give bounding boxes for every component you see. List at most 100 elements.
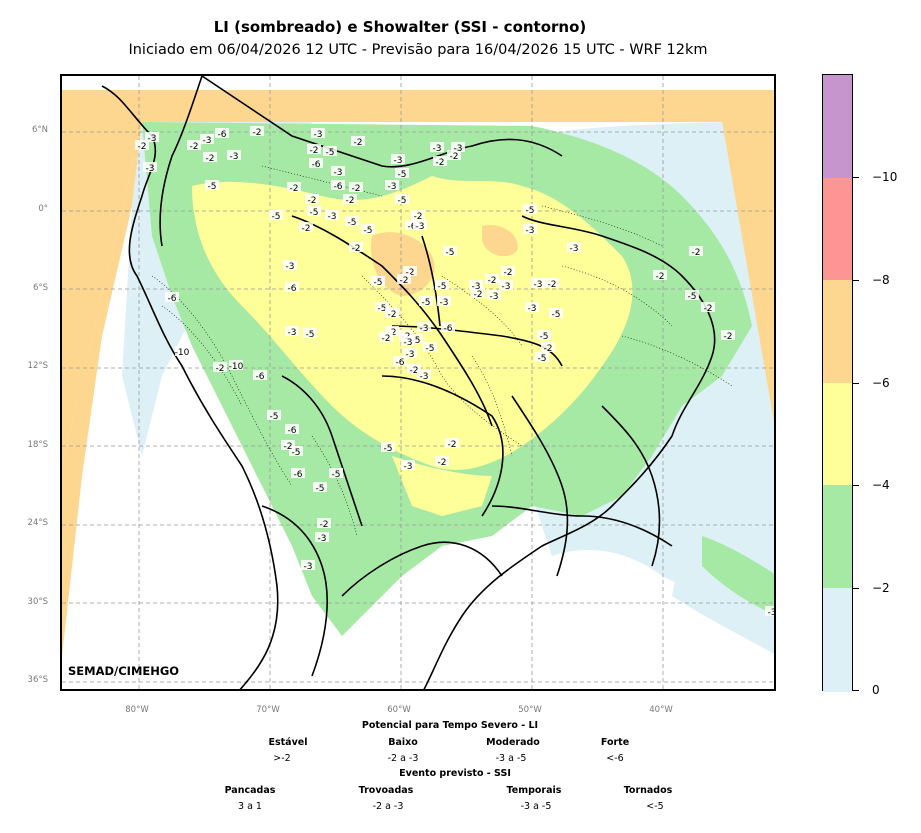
- contour-label: -2: [400, 276, 409, 286]
- contour-label-bg: [143, 162, 157, 172]
- contour-label-bg: [343, 194, 357, 204]
- contour-label: -2: [388, 310, 397, 320]
- contour-label-bg: [549, 308, 563, 318]
- contour-label: -3: [490, 292, 499, 302]
- contour-label-bg: [397, 274, 411, 284]
- contour-label-bg: [311, 128, 325, 138]
- contour-label: -2: [308, 196, 317, 206]
- contour-label: -3: [454, 144, 463, 154]
- ssi-legend-title: Evento previsto - SSI: [399, 768, 511, 779]
- contour-label-bg: [215, 128, 229, 138]
- contour-label-bg: [443, 246, 457, 256]
- contour-label: -2: [544, 344, 553, 354]
- domain-outside-shading: [62, 90, 774, 656]
- contour-label: -5: [398, 170, 407, 180]
- contour-label: -2: [190, 142, 199, 152]
- li-category-low: Baixo: [388, 737, 418, 748]
- contour-label-bg: [309, 158, 323, 168]
- contour-label: -3: [304, 562, 313, 572]
- contour-label: -3: [526, 226, 535, 236]
- contour-label: -10: [229, 362, 244, 372]
- lat-label-36s: 36°S: [27, 675, 48, 685]
- contour-label: -5: [292, 448, 301, 458]
- contour-label-bg: [541, 342, 555, 352]
- contour-label-bg: [399, 330, 413, 340]
- contour-label: -2: [302, 224, 311, 234]
- contour-label: -2: [406, 268, 415, 278]
- colorbar-label: −2: [872, 581, 890, 595]
- contour-label-bg: [267, 410, 281, 420]
- contour-label-bg: [200, 134, 214, 144]
- contour-label-bg: [433, 156, 447, 166]
- contour-label-bg: [545, 278, 559, 288]
- contour-label: -5: [398, 196, 407, 206]
- contour-label: -2: [548, 280, 557, 290]
- contour-label: -3: [148, 134, 157, 144]
- contour-label-bg: [349, 242, 363, 252]
- contour-label-bg: [445, 438, 459, 448]
- contour-label-bg: [325, 210, 339, 220]
- contour-label: -2: [436, 158, 445, 168]
- forecast-map[interactable]: -3 -2 -3 -6 -3 -2 -2 -5 -3 -2 -3 -2 -5 -6 -3 -2 -6 -2 -2 -5…: [60, 74, 776, 691]
- contour-label: -2: [410, 366, 419, 376]
- contour-label: -5: [412, 336, 421, 346]
- contour-label: -2: [448, 440, 457, 450]
- contour-label-bg: [315, 532, 329, 542]
- li-shading-moderate: [192, 176, 633, 516]
- contour-label: -3: [534, 280, 543, 290]
- ssi-contour-labels: -3-2-3-6-3-2-2-5-3-2 -3-2 -5-6-3-2 -6-2 -2-5…: [135, 126, 774, 618]
- colorbar-tick: [853, 383, 859, 384]
- contour-label-bg: [485, 274, 499, 284]
- colorbar-label: −6: [872, 376, 890, 390]
- colorbar-segment-lightblue: [823, 588, 852, 692]
- contour-label: -3: [404, 338, 413, 348]
- contour-label: -5: [326, 148, 335, 158]
- contour-label: -2: [284, 442, 293, 452]
- contour-label-bg: [523, 224, 537, 234]
- li-value-moderate: -3 a -5: [495, 753, 527, 764]
- contour-label: -2: [704, 304, 713, 314]
- contour-label: -3: [286, 262, 295, 272]
- map-canvas: -3-2-3-6-3-2-2-5-3-2 -3-2 -5-6-3-2 -6-2 -2-5…: [62, 76, 774, 689]
- contour-label-bg: [229, 360, 243, 370]
- contour-label-bg: [685, 290, 699, 300]
- contour-label: -2: [352, 184, 361, 194]
- contour-label: -5: [538, 354, 547, 364]
- contour-label-bg: [437, 296, 451, 306]
- contour-label-bg: [145, 132, 159, 142]
- contour-label: -6: [288, 426, 297, 436]
- contour-label: -6: [444, 324, 453, 334]
- colorbar-segment-green: [823, 485, 852, 588]
- ssi-value-showers: 3 a 1: [238, 801, 262, 812]
- li-shading-strong: [371, 225, 518, 296]
- contour-label-bg: [403, 348, 417, 358]
- contour-label-bg: [405, 220, 419, 230]
- contour-label-bg: [381, 442, 395, 452]
- lon-label-70w: 70°W: [256, 705, 280, 715]
- contour-label-bg: [227, 150, 241, 160]
- contour-label-bg: [175, 346, 189, 356]
- colorbar-label: −8: [872, 273, 890, 287]
- contour-label-bg: [313, 482, 327, 492]
- contour-label-bg: [537, 330, 551, 340]
- colorbar-tick: [853, 690, 859, 691]
- lon-label-80w: 80°W: [125, 705, 149, 715]
- contour-label: -2: [474, 290, 483, 300]
- contour-label-bg: [379, 332, 393, 342]
- contour-label-bg: [487, 290, 501, 300]
- contour-label-bg: [329, 468, 343, 478]
- contour-label-bg: [447, 150, 461, 160]
- contour-label: -3: [440, 298, 449, 308]
- contour-label-bg: [385, 308, 399, 318]
- lon-label-50w: 50°W: [518, 705, 542, 715]
- contour-label: -5: [422, 298, 431, 308]
- contour-label-bg: [303, 328, 317, 338]
- lat-label-24s: 24°S: [27, 518, 48, 528]
- li-category-stable: Estável: [268, 737, 308, 748]
- contour-label-bg: [391, 154, 405, 164]
- contour-label-bg: [451, 142, 465, 152]
- colorbar-segment-orange: [823, 280, 852, 383]
- contour-label: -5: [332, 470, 341, 480]
- contour-label-bg: [407, 364, 421, 374]
- li-category-moderate: Moderado: [486, 737, 540, 748]
